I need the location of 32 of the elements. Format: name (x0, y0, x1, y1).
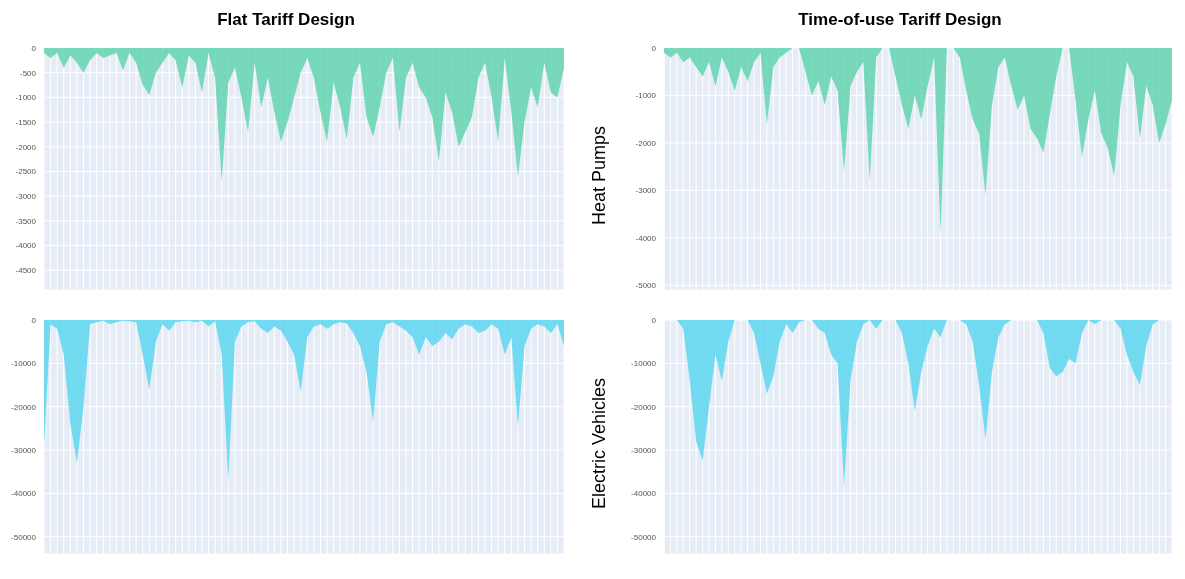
y-axis-title: Heat Pumps (589, 125, 611, 225)
y-tick-label: 0 (651, 43, 657, 53)
y-tick-label: -1000 (15, 93, 37, 103)
y-tick-label: -20000 (11, 402, 37, 412)
y-tick-label: -10000 (631, 359, 657, 369)
y-tick-label: -500 (19, 68, 37, 78)
y-tick-label: -1000 (635, 91, 657, 101)
y-tick-label: -3000 (635, 186, 657, 196)
y-tick-label: 0 (651, 315, 657, 325)
y-tick-label: -5000 (635, 281, 657, 291)
y-tick-label: -20000 (631, 402, 657, 412)
y-tick-label: -30000 (11, 445, 37, 455)
y-tick-label: -40000 (631, 489, 657, 499)
y-tick-label: -2000 (635, 138, 657, 148)
y-tick-label: -10000 (11, 359, 37, 369)
y-tick-label: 0 (31, 43, 37, 53)
y-tick-label: -4000 (635, 233, 657, 243)
y-tick-label: -4000 (15, 241, 37, 251)
y-tick-label: -50000 (631, 532, 657, 542)
y-tick-label: -50000 (11, 532, 37, 542)
y-tick-label: -40000 (11, 489, 37, 499)
y-tick-label: -3500 (15, 216, 37, 226)
y-tick-label: -3000 (15, 192, 37, 201)
y-tick-label: -2500 (15, 167, 37, 177)
y-tick-label: -30000 (631, 445, 657, 455)
y-tick-label: -1500 (15, 117, 37, 127)
chart-title: Flat Tariff Design (216, 9, 356, 31)
y-tick-label: -2000 (15, 142, 37, 152)
y-tick-label: 0 (31, 315, 37, 325)
y-tick-label: -4500 (15, 266, 37, 276)
chart-title: Time-of-use Tariff Design (797, 9, 1003, 31)
y-axis-title: Electric Vehicles (589, 377, 611, 509)
